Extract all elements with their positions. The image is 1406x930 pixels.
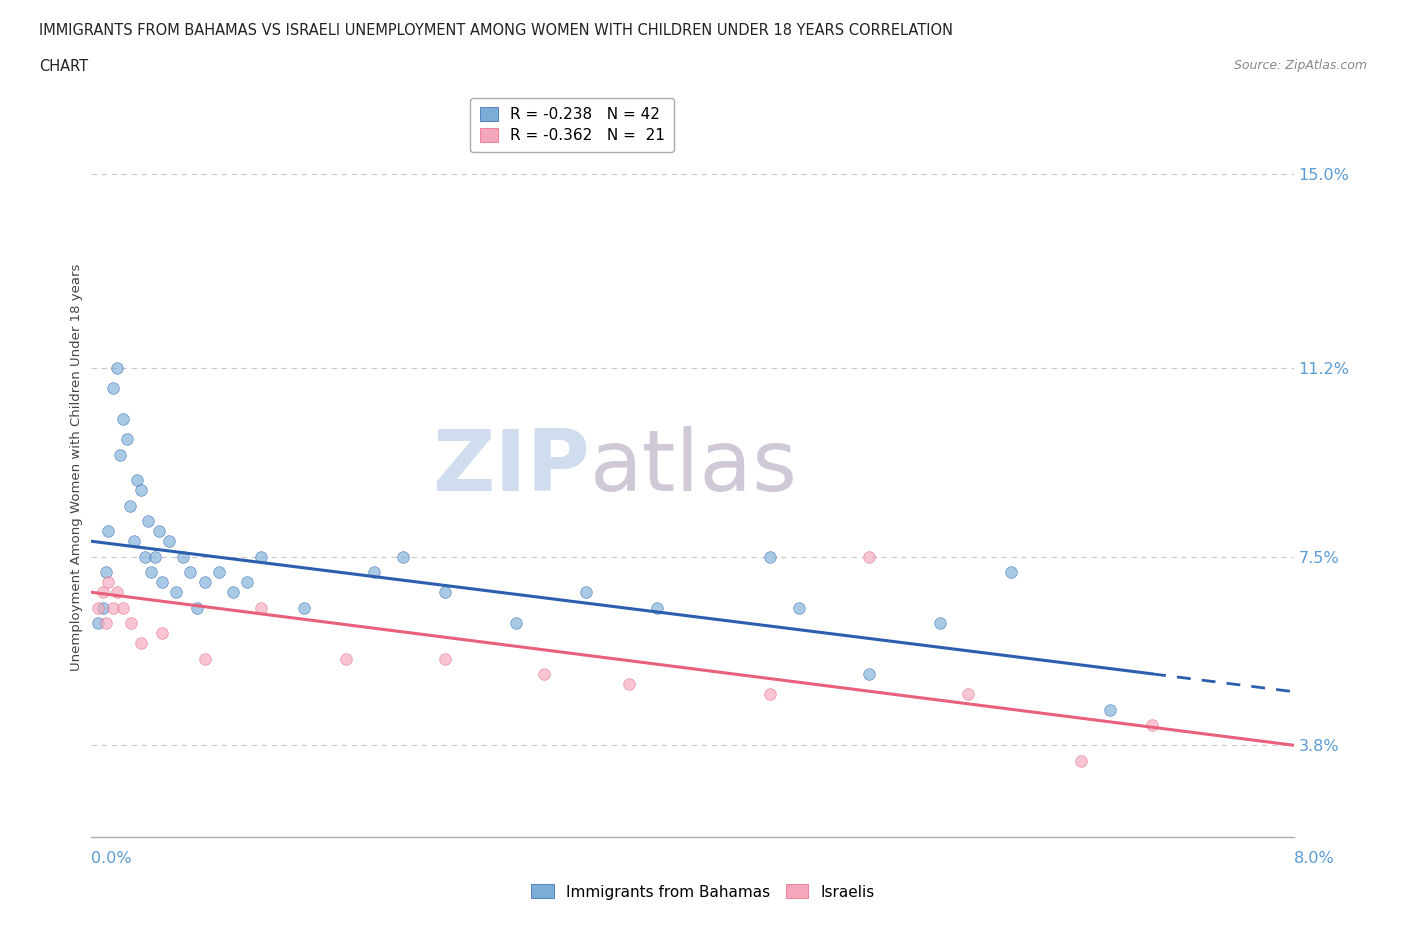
Point bbox=[433, 585, 456, 600]
Point bbox=[97, 575, 120, 590]
Point bbox=[250, 549, 273, 564]
Point bbox=[134, 549, 156, 564]
Point bbox=[101, 600, 124, 615]
Point bbox=[148, 524, 170, 538]
Point bbox=[759, 549, 782, 564]
Point bbox=[957, 686, 980, 701]
Point bbox=[533, 667, 555, 682]
Point bbox=[1098, 702, 1121, 717]
Point bbox=[136, 513, 159, 528]
Text: ZIP: ZIP bbox=[433, 426, 591, 509]
Point bbox=[87, 616, 110, 631]
Point bbox=[858, 667, 880, 682]
Point bbox=[129, 636, 152, 651]
Point bbox=[505, 616, 527, 631]
Point bbox=[391, 549, 413, 564]
Point bbox=[236, 575, 259, 590]
Point bbox=[1000, 565, 1022, 579]
Point bbox=[101, 381, 124, 396]
Point bbox=[94, 616, 117, 631]
Point bbox=[208, 565, 231, 579]
Point bbox=[858, 549, 880, 564]
Point bbox=[120, 616, 142, 631]
Point bbox=[91, 585, 114, 600]
Point bbox=[363, 565, 385, 579]
Point bbox=[139, 565, 162, 579]
Point bbox=[193, 651, 215, 666]
Point bbox=[172, 549, 194, 564]
Point bbox=[186, 600, 208, 615]
Point bbox=[645, 600, 668, 615]
Point bbox=[617, 677, 640, 692]
Point bbox=[292, 600, 315, 615]
Point bbox=[115, 432, 138, 446]
Text: CHART: CHART bbox=[39, 59, 89, 73]
Point bbox=[108, 447, 131, 462]
Point bbox=[111, 600, 134, 615]
Point bbox=[575, 585, 598, 600]
Point bbox=[111, 411, 134, 426]
Point bbox=[143, 549, 166, 564]
Legend: Immigrants from Bahamas, Israelis: Immigrants from Bahamas, Israelis bbox=[524, 878, 882, 906]
Point bbox=[1070, 753, 1092, 768]
Point bbox=[150, 575, 173, 590]
Point bbox=[759, 686, 782, 701]
Text: IMMIGRANTS FROM BAHAMAS VS ISRAELI UNEMPLOYMENT AMONG WOMEN WITH CHILDREN UNDER : IMMIGRANTS FROM BAHAMAS VS ISRAELI UNEMP… bbox=[39, 23, 953, 38]
Point bbox=[122, 534, 145, 549]
Point bbox=[222, 585, 245, 600]
Point bbox=[87, 600, 110, 615]
Legend: R = -0.238   N = 42, R = -0.362   N =  21: R = -0.238 N = 42, R = -0.362 N = 21 bbox=[471, 98, 673, 153]
Point bbox=[179, 565, 201, 579]
Point bbox=[105, 585, 128, 600]
Point bbox=[787, 600, 810, 615]
Point bbox=[125, 472, 148, 487]
Point bbox=[150, 626, 173, 641]
Point bbox=[118, 498, 141, 513]
Point bbox=[94, 565, 117, 579]
Point bbox=[1140, 717, 1163, 732]
Point bbox=[433, 651, 456, 666]
Y-axis label: Unemployment Among Women with Children Under 18 years: Unemployment Among Women with Children U… bbox=[70, 263, 83, 671]
Point bbox=[97, 524, 120, 538]
Point bbox=[105, 361, 128, 376]
Point bbox=[929, 616, 952, 631]
Point bbox=[335, 651, 357, 666]
Text: atlas: atlas bbox=[591, 426, 799, 509]
Point bbox=[91, 600, 114, 615]
Point bbox=[165, 585, 187, 600]
Text: Source: ZipAtlas.com: Source: ZipAtlas.com bbox=[1233, 59, 1367, 72]
Point bbox=[250, 600, 273, 615]
Text: 0.0%: 0.0% bbox=[91, 851, 132, 866]
Point bbox=[193, 575, 215, 590]
Point bbox=[129, 483, 152, 498]
Point bbox=[157, 534, 180, 549]
Text: 8.0%: 8.0% bbox=[1294, 851, 1334, 866]
